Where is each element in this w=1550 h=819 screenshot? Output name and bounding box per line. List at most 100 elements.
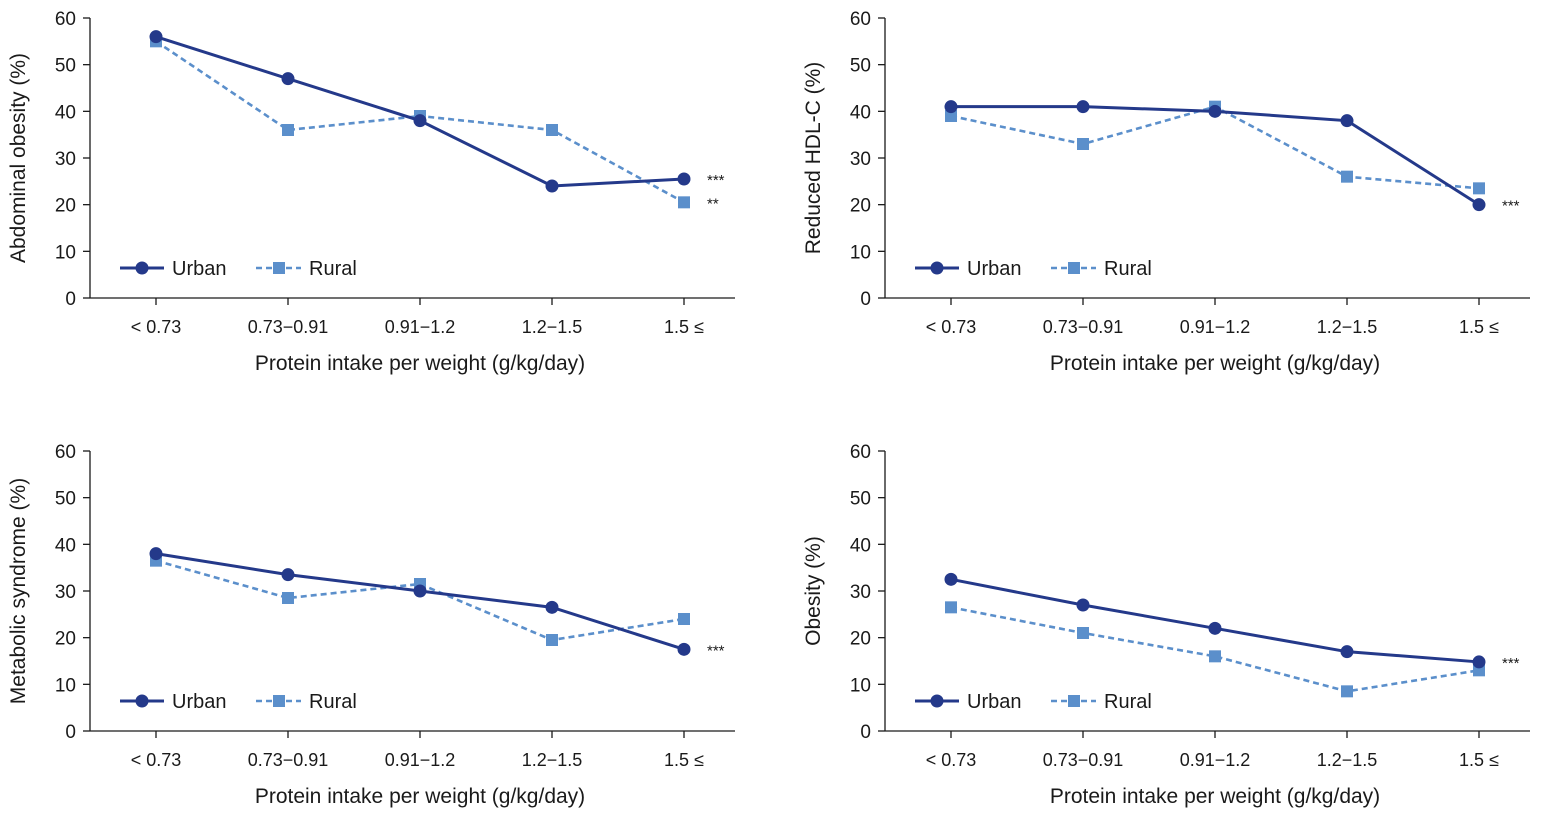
urban-data-point — [1076, 598, 1090, 612]
legend-urban-label: Urban — [967, 691, 1021, 713]
y-tick-label: 60 — [55, 442, 76, 463]
rural-data-point — [678, 196, 690, 209]
urban-data-point — [1076, 100, 1090, 114]
urban-data-point — [1472, 198, 1486, 212]
legend-urban-label: Urban — [967, 258, 1021, 280]
urban-data-point — [677, 172, 691, 186]
x-tick-label: 1.5 ≤ — [1459, 317, 1499, 337]
rural-data-point — [945, 601, 957, 614]
rural-significance-annotation: ** — [707, 195, 719, 212]
legend-rural-marker — [273, 695, 285, 707]
chart-panel-3: 0 10 20 30 40 50 60 < 0.73 0.73−0.91 0.91−1.2 1.2−… — [7, 442, 735, 808]
x-tick-label: 0.73−0.91 — [248, 750, 329, 770]
y-tick-label: 10 — [850, 242, 871, 263]
urban-data-point — [677, 642, 691, 656]
y-tick-label: 60 — [850, 442, 871, 463]
x-tick-label: 0.73−0.91 — [1043, 317, 1124, 337]
y-tick-label: 50 — [55, 56, 76, 77]
rural-data-point — [546, 124, 558, 136]
urban-data-point — [1340, 645, 1354, 659]
y-axis-title: Reduced HDL-C (%) — [802, 62, 825, 255]
x-tick-label: 0.73−0.91 — [248, 317, 329, 337]
x-axis-title: Protein intake per weight (g/kg/day) — [1050, 352, 1380, 375]
urban-data-point — [944, 100, 958, 114]
rural-data-point — [1341, 170, 1353, 183]
urban-data-point — [281, 568, 295, 582]
y-axis-title: Obesity (%) — [802, 536, 825, 646]
rural-series-line — [155, 559, 685, 642]
y-tick-label: 60 — [850, 9, 871, 30]
y-tick-label: 40 — [850, 102, 871, 123]
x-tick-label: 1.5 ≤ — [1459, 750, 1499, 770]
rural-data-point — [282, 124, 294, 136]
x-axis-title: Protein intake per weight (g/kg/day) — [255, 352, 585, 375]
rural-data-point — [1077, 627, 1089, 639]
urban-series-line — [951, 105, 1480, 206]
y-tick-label: 30 — [850, 582, 871, 603]
legend-rural-marker — [1068, 695, 1080, 707]
y-tick-label: 50 — [55, 489, 76, 510]
legend-urban-marker — [930, 694, 944, 708]
urban-significance-annotation: *** — [1502, 198, 1520, 215]
legend-urban-marker — [930, 261, 944, 275]
y-tick-label: 40 — [55, 102, 76, 123]
urban-data-point — [1340, 114, 1354, 128]
urban-series-line — [155, 552, 685, 651]
y-axis-title: Abdominal obesity (%) — [7, 53, 30, 263]
rural-data-point — [1209, 650, 1221, 663]
x-tick-label: 1.5 ≤ — [664, 317, 704, 337]
y-tick-label: 40 — [55, 535, 76, 556]
y-tick-label: 50 — [850, 489, 871, 510]
y-tick-label: 30 — [55, 149, 76, 170]
urban-data-point — [545, 179, 559, 193]
y-tick-label: 50 — [850, 56, 871, 77]
y-tick-label: 10 — [55, 242, 76, 263]
rural-data-point — [546, 634, 558, 646]
urban-series-line — [950, 577, 1480, 664]
legend-urban-label: Urban — [172, 691, 226, 713]
x-tick-label: < 0.73 — [926, 750, 977, 770]
y-tick-label: 20 — [55, 196, 76, 217]
y-tick-label: 40 — [850, 535, 871, 556]
rural-data-point — [1341, 685, 1353, 698]
x-axis-title: Protein intake per weight (g/kg/day) — [1050, 785, 1380, 808]
x-tick-label: 0.91−1.2 — [385, 317, 456, 337]
legend-rural-label: Rural — [1104, 258, 1152, 280]
y-tick-label: 0 — [860, 289, 871, 310]
x-tick-label: 1.2−1.5 — [522, 750, 583, 770]
y-tick-label: 20 — [55, 629, 76, 650]
urban-data-point — [1472, 655, 1486, 669]
x-tick-label: 0.91−1.2 — [1180, 750, 1251, 770]
x-axis-title: Protein intake per weight (g/kg/day) — [255, 785, 585, 808]
x-tick-label: 0.91−1.2 — [385, 750, 456, 770]
legend-urban-marker — [135, 694, 149, 708]
y-tick-label: 30 — [850, 149, 871, 170]
legend-rural-label: Rural — [1104, 691, 1152, 713]
urban-data-point — [149, 30, 163, 44]
rural-data-point — [945, 110, 957, 122]
chart-panel-4: 0 10 20 30 40 50 60 < 0.73 0.73−0.91 0.91−1.2 1.2−… — [802, 442, 1530, 808]
y-tick-label: 0 — [65, 289, 76, 310]
rural-data-point — [1473, 182, 1485, 195]
y-tick-label: 0 — [860, 722, 871, 743]
rural-data-point — [282, 592, 294, 604]
legend-rural-marker — [273, 262, 285, 274]
urban-data-point — [281, 72, 295, 86]
urban-data-point — [944, 572, 958, 586]
x-tick-label: < 0.73 — [926, 317, 977, 337]
urban-data-point — [413, 584, 427, 598]
rural-data-point — [678, 613, 690, 625]
y-tick-label: 60 — [55, 9, 76, 30]
legend-urban-label: Urban — [172, 258, 226, 280]
chart-panel-1: 0 10 20 30 40 50 60 < 0.73 0.73−0.91 0.91−1.2 1.2−… — [7, 9, 735, 375]
y-tick-label: 10 — [850, 675, 871, 696]
x-tick-label: 1.5 ≤ — [664, 750, 704, 770]
legend-rural-label: Rural — [309, 691, 357, 713]
x-tick-label: < 0.73 — [131, 317, 182, 337]
urban-data-point — [149, 547, 163, 561]
legend-rural-marker — [1068, 262, 1080, 274]
rural-series-line — [950, 105, 1480, 190]
y-tick-label: 30 — [55, 582, 76, 603]
x-tick-label: < 0.73 — [131, 750, 182, 770]
